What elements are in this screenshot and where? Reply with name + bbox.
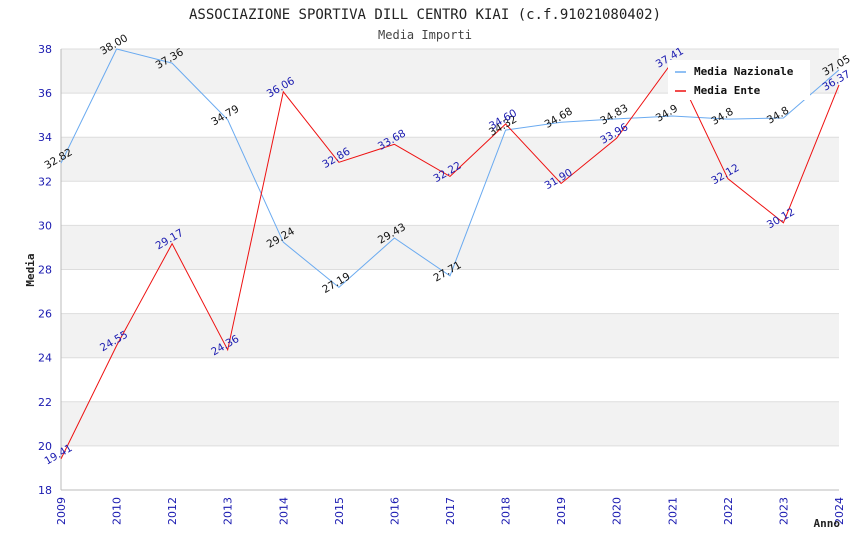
x-tick-label: 2017 <box>444 497 457 525</box>
x-tick-label: 2010 <box>111 497 124 525</box>
x-tick-label: 2024 <box>833 497 846 525</box>
x-tick-label: 2016 <box>388 497 401 525</box>
series-lines <box>60 48 840 460</box>
y-tick-label: 26 <box>38 308 52 321</box>
y-axis-title: Media <box>24 253 37 286</box>
y-tick-label: 22 <box>38 396 52 409</box>
grid-band <box>61 137 839 182</box>
y-tick-label: 36 <box>38 87 52 100</box>
x-tick-label: 2015 <box>333 497 346 525</box>
series-line-media-nazionale <box>60 48 840 289</box>
series-line-media-ente <box>60 61 840 460</box>
x-tick-label: 2009 <box>55 497 68 525</box>
legend-label-media-ente: Media Ente <box>694 84 761 97</box>
x-axis-title: Anno <box>814 517 841 530</box>
y-tick-label: 18 <box>38 484 52 497</box>
x-tick-label: 2012 <box>166 497 179 525</box>
y-tick-label: 28 <box>38 264 52 277</box>
x-tick-label: 2022 <box>722 497 735 525</box>
y-tick-label: 30 <box>38 219 52 232</box>
y-tick-label: 24 <box>38 352 52 365</box>
x-tick-label: 2018 <box>500 497 513 525</box>
x-tick-label: 2023 <box>777 497 790 525</box>
grid-band <box>61 401 839 446</box>
y-tick-label: 34 <box>38 131 52 144</box>
chart-title: ASSOCIAZIONE SPORTIVA DILL CENTRO KIAI (… <box>189 7 661 23</box>
x-tick-label: 2014 <box>277 497 290 525</box>
grid-band <box>61 225 839 270</box>
x-tick-label: 2013 <box>222 497 235 525</box>
x-tick-label: 2021 <box>666 497 679 525</box>
x-tick-label: 2019 <box>555 497 568 525</box>
legend-box <box>668 60 810 100</box>
x-tick-label: 2020 <box>611 497 624 525</box>
y-tick-labels: 18 20 22 24 26 28 30 32 34 36 38 <box>38 43 52 497</box>
chart-subtitle: Media Importi <box>378 28 472 42</box>
y-tick-label: 38 <box>38 43 52 56</box>
y-tick-label: 32 <box>38 175 52 188</box>
grid-band <box>61 313 839 358</box>
x-tick-labels: 2009 2010 2012 2013 2014 2015 2016 2017 2018 2019… <box>55 497 846 525</box>
axes <box>60 49 839 491</box>
legend-label-media-nazionale: Media Nazionale <box>694 65 794 78</box>
legend: Media Nazionale Media Ente <box>668 60 810 100</box>
y-tick-label: 20 <box>38 440 52 453</box>
